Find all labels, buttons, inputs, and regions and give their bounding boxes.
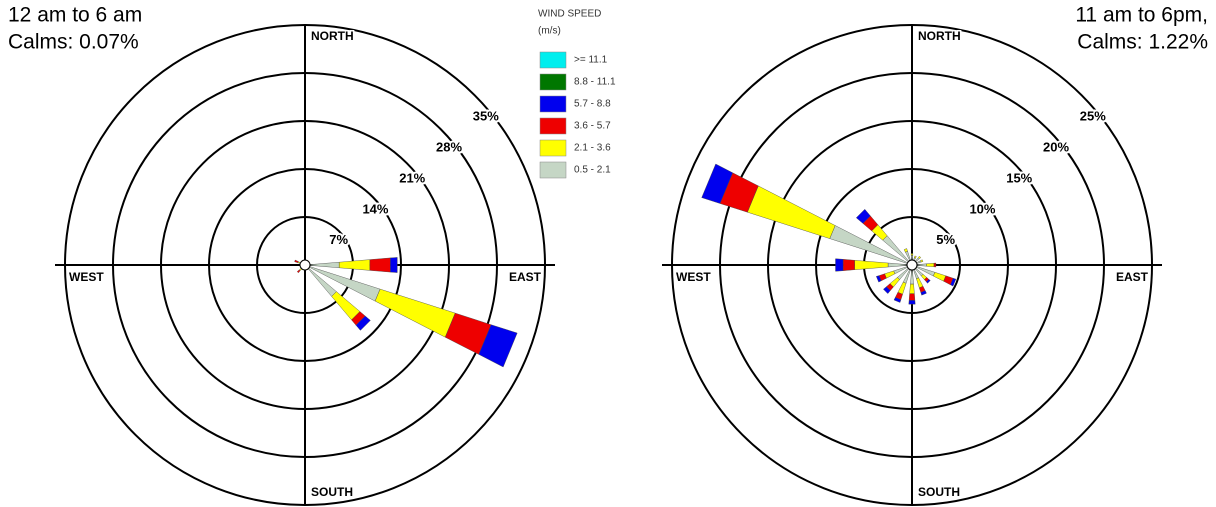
petal-segment <box>910 253 914 256</box>
petal-segment <box>926 279 931 284</box>
wind-rose: 7% 14% 21% 28% 35% NORTH EAST SOUTH WEST <box>55 24 555 506</box>
ring <box>719 72 1105 458</box>
legend-label: 2.1 - 3.6 <box>574 143 611 154</box>
petal-segment <box>339 259 371 271</box>
petal-segment <box>294 259 299 263</box>
petal-segment <box>917 255 922 260</box>
petal-segment <box>908 300 916 305</box>
ring <box>208 168 402 362</box>
direction-label: SOUTH <box>311 485 353 499</box>
ring-label: 5% <box>936 232 955 247</box>
direction-label: NORTH <box>311 29 354 43</box>
direction-label: EAST <box>509 270 542 284</box>
petal-segment <box>882 235 913 266</box>
petal-segment <box>914 255 917 259</box>
petal-segment <box>835 258 844 272</box>
legend-label: 3.6 - 5.7 <box>574 121 611 132</box>
petal-segment <box>842 259 855 271</box>
legend-swatch <box>539 161 567 179</box>
petal-segment <box>854 260 889 270</box>
petal-segment <box>950 277 957 287</box>
petal-segment <box>909 283 915 294</box>
calm-circle <box>299 259 311 271</box>
petal-segment <box>390 257 398 273</box>
petal-segment <box>478 324 518 368</box>
ring <box>671 24 1153 506</box>
petal-segment <box>701 163 733 204</box>
direction-label: EAST <box>1116 270 1149 284</box>
legend-swatch <box>539 95 567 113</box>
petal-segment <box>920 290 927 296</box>
ring-label: 14% <box>362 201 388 216</box>
ring-label: 35% <box>473 109 499 124</box>
direction-label: WEST <box>676 270 711 284</box>
legend-swatch <box>539 73 567 91</box>
ring-label: 7% <box>329 232 348 247</box>
legend-label: 0.5 - 2.1 <box>574 165 611 176</box>
ring-label: 20% <box>1043 140 1069 155</box>
petal-segment <box>304 264 337 297</box>
calm-circle <box>906 259 918 271</box>
ring <box>64 24 546 506</box>
petal-segment <box>926 262 935 268</box>
petal-segment <box>903 248 908 253</box>
ring <box>112 72 498 458</box>
petal-segment <box>916 277 924 289</box>
legend-title: WIND SPEED <box>538 9 601 20</box>
legend-label: 8.8 - 11.1 <box>574 77 616 88</box>
legend-label: 5.7 - 8.8 <box>574 99 611 110</box>
legend-swatch <box>539 139 567 157</box>
wind-rose: 5% 10% 15% 20% 25% NORTH EAST SOUTH WEST <box>662 24 1162 506</box>
chart-title: 11 am to 6pm, <box>1075 4 1208 27</box>
petal-segment <box>876 275 882 283</box>
ring <box>767 120 1057 410</box>
petal-segment <box>933 272 947 282</box>
petal-segment <box>893 297 902 303</box>
legend-swatch <box>539 51 567 69</box>
ring-label: 15% <box>1006 170 1032 185</box>
legend-units: (m/s) <box>538 26 561 37</box>
petal-segment <box>920 259 924 263</box>
petal-segment <box>883 286 891 294</box>
chart-subtitle: Calms: 1.22% <box>1077 31 1208 54</box>
direction-label: WEST <box>69 270 104 284</box>
legend-swatch <box>539 117 567 135</box>
ring-label: 25% <box>1080 109 1106 124</box>
ring <box>160 120 450 410</box>
petal-segment <box>296 269 301 274</box>
petal-segment <box>355 315 371 331</box>
petal-segment <box>933 262 937 268</box>
ring-label: 21% <box>399 170 425 185</box>
legend-label: >= 11.1 <box>574 55 608 66</box>
petal-segment <box>908 293 916 301</box>
petal-segment <box>897 281 907 295</box>
ring <box>815 168 1009 362</box>
chart-subtitle: Calms: 0.07% <box>8 31 139 54</box>
ring-label: 28% <box>436 140 462 155</box>
petal-segment <box>747 185 836 239</box>
ring-label: 10% <box>969 201 995 216</box>
chart-title: 12 am to 6 am <box>8 4 142 27</box>
direction-label: SOUTH <box>918 485 960 499</box>
direction-label: NORTH <box>918 29 961 43</box>
petal-segment <box>369 257 391 273</box>
petal-segment <box>856 209 871 224</box>
